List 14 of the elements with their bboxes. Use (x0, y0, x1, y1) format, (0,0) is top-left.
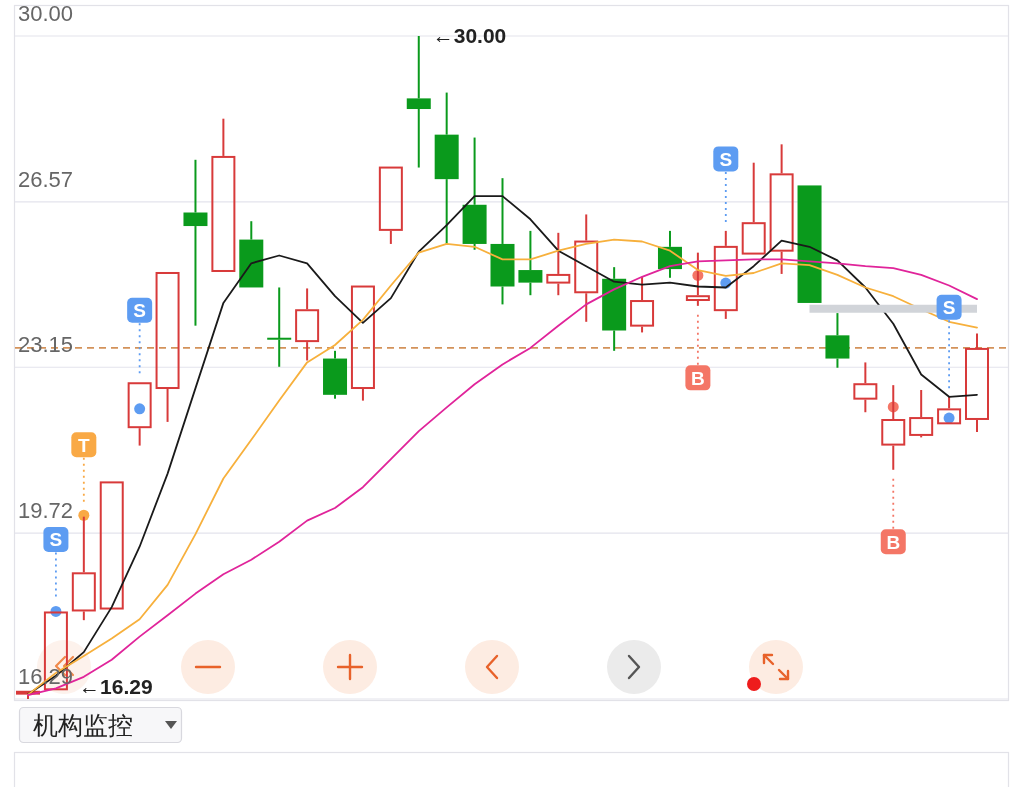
signal-label: S (49, 529, 63, 551)
extreme-label: ←16.29 (79, 675, 153, 698)
dropdown-label: 机构监控 (33, 711, 133, 739)
signal-label: S (133, 300, 146, 322)
signal-label: S (719, 148, 733, 170)
y-tick-label: 30.00 (18, 1, 74, 26)
signal-label: B (691, 367, 705, 389)
y-tick-label: 26.57 (18, 166, 74, 192)
y-tick-label: 23.15 (18, 332, 74, 358)
signal-label: S (942, 297, 956, 319)
signal-label: B (886, 531, 901, 553)
extreme-label: ←30.00 (432, 24, 507, 47)
signal-label: T (78, 434, 90, 456)
y-tick-label: 19.72 (18, 498, 74, 524)
